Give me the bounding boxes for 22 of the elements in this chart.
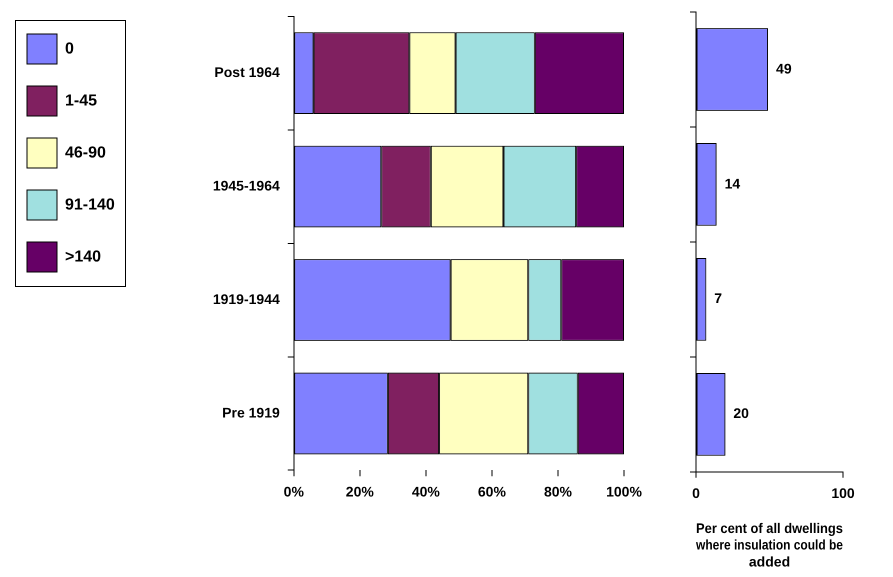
data-label: 14 — [724, 175, 740, 192]
legend-label: 0 — [65, 40, 74, 58]
legend-label: 1-45 — [65, 92, 98, 110]
x-tick-label: 40% — [412, 483, 440, 500]
data-label: 7 — [714, 290, 722, 306]
x-tick-label: 0% — [284, 483, 304, 500]
data-label: 49 — [776, 60, 792, 76]
y-tick-label: Pre 1919 — [222, 404, 280, 420]
x-tick-label: 100 — [831, 485, 855, 502]
y-tick-label: Post 1964 — [214, 64, 280, 80]
x-tick-label: 80% — [544, 483, 573, 500]
legend-label: 46-90 — [65, 144, 106, 162]
data-label: 20 — [733, 405, 750, 422]
legend-label: 91-140 — [65, 196, 115, 214]
x-tick-label: 100% — [606, 483, 642, 500]
x-axis-title: Per cent of all dwellings where insulation could be added — [695, 520, 843, 570]
legend-label: >140 — [65, 248, 102, 266]
x-tick-label: 0 — [692, 485, 700, 502]
x-tick-label: 60% — [478, 483, 506, 500]
y-tick-label: 1919-1944 — [212, 290, 280, 307]
y-tick-label: 1945-1964 — [212, 177, 280, 194]
x-tick-label: 20% — [346, 483, 374, 500]
